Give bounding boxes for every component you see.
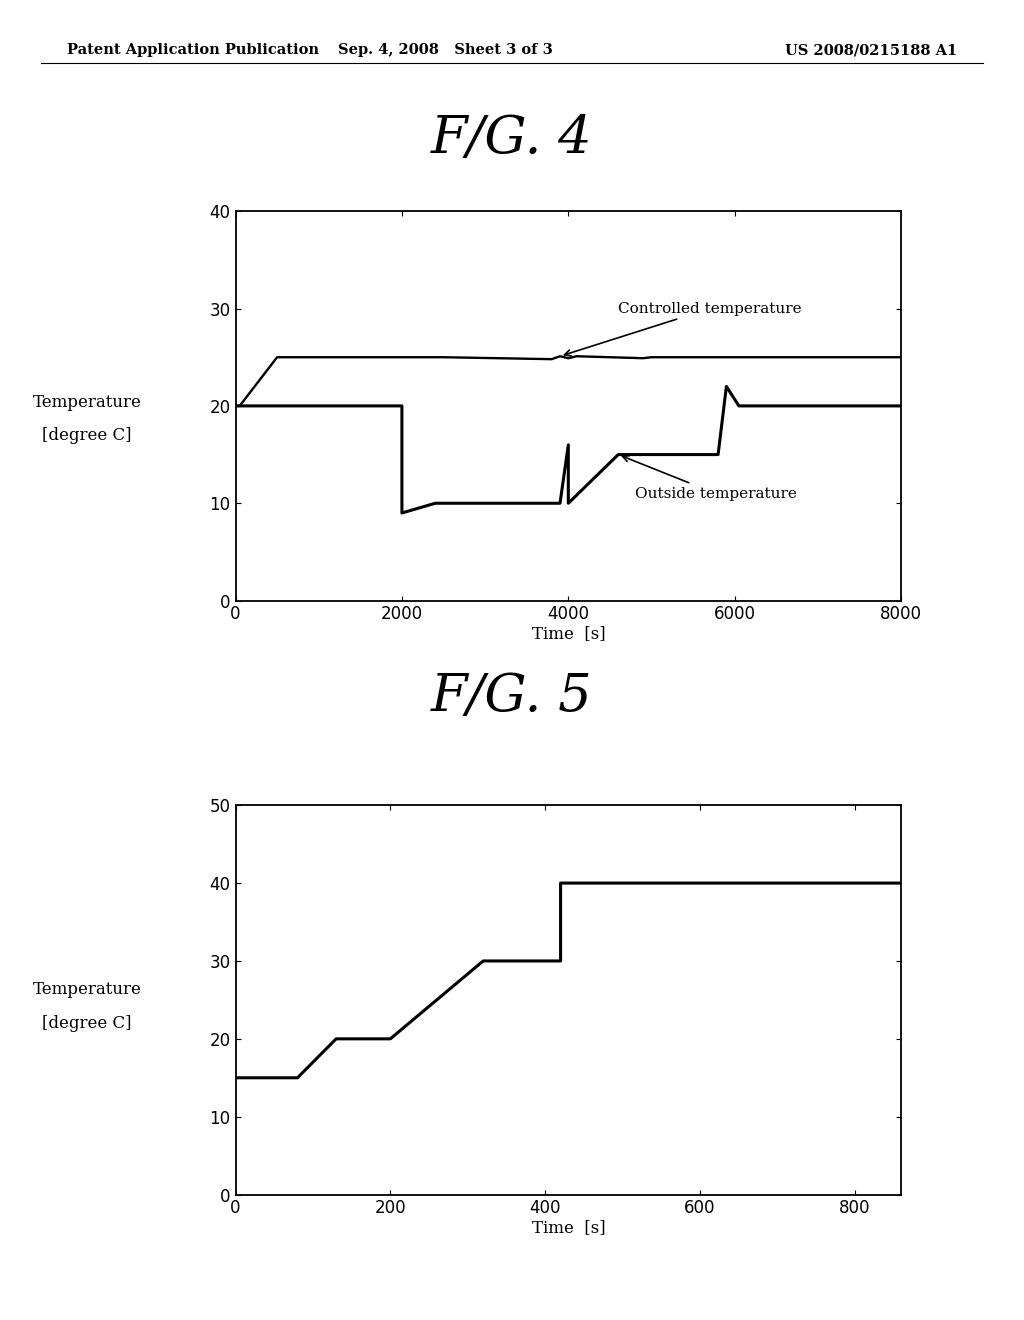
Text: Time  [s]: Time [s]	[531, 626, 605, 642]
Text: US 2008/0215188 A1: US 2008/0215188 A1	[785, 44, 957, 57]
Text: Temperature: Temperature	[33, 395, 141, 411]
Text: Controlled temperature: Controlled temperature	[564, 301, 802, 356]
Text: [degree C]: [degree C]	[42, 428, 132, 444]
Text: Outside temperature: Outside temperature	[623, 455, 797, 500]
Text: [degree C]: [degree C]	[42, 1015, 132, 1031]
Text: F/G. 5: F/G. 5	[431, 672, 593, 722]
Text: Patent Application Publication: Patent Application Publication	[67, 44, 318, 57]
Text: Temperature: Temperature	[33, 982, 141, 998]
Text: Time  [s]: Time [s]	[531, 1220, 605, 1236]
Text: F/G. 4: F/G. 4	[431, 114, 593, 164]
Text: Sep. 4, 2008   Sheet 3 of 3: Sep. 4, 2008 Sheet 3 of 3	[338, 44, 553, 57]
